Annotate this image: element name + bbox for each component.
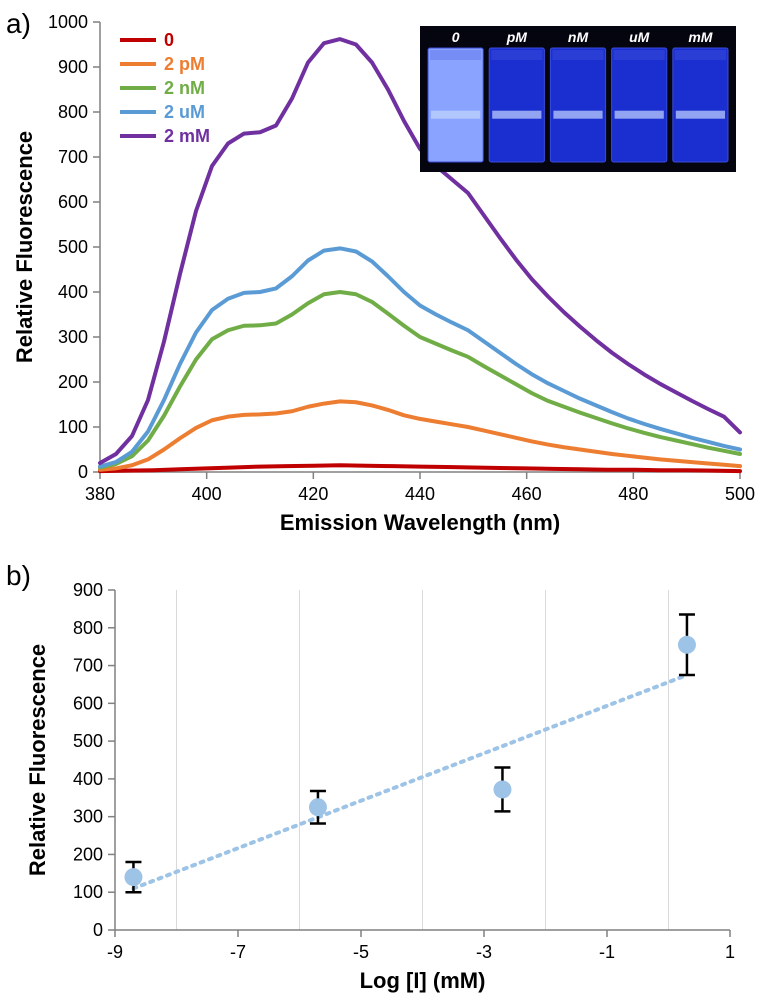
- cuvette-cap: [675, 50, 726, 60]
- svg-text:460: 460: [512, 484, 542, 504]
- cuvette-meniscus: [676, 111, 725, 119]
- svg-text:0: 0: [93, 920, 103, 940]
- cuvette-meniscus: [492, 111, 541, 119]
- legend-label: 2 mM: [164, 126, 210, 146]
- panel-a-chart: 380 400 420 440 460 480 500 0 100 200 300 400 500 600…: [0, 0, 774, 560]
- svg-text:1000: 1000: [48, 12, 88, 32]
- svg-text:100: 100: [73, 882, 103, 902]
- svg-text:400: 400: [58, 282, 88, 302]
- cuvette-meniscus: [615, 111, 664, 119]
- svg-text:500: 500: [58, 237, 88, 257]
- data-marker: [124, 868, 142, 886]
- svg-text:-1: -1: [599, 942, 615, 962]
- cuvette-cap: [430, 50, 481, 60]
- spectral-series: [100, 292, 740, 468]
- svg-text:420: 420: [298, 484, 328, 504]
- svg-text:300: 300: [73, 807, 103, 827]
- legend-label: 2 uM: [164, 102, 205, 122]
- legend-label: 2 nM: [164, 78, 205, 98]
- inset-label: 0: [452, 29, 460, 45]
- spectral-series: [100, 401, 740, 469]
- svg-text:440: 440: [405, 484, 435, 504]
- svg-text:1: 1: [725, 942, 735, 962]
- svg-text:300: 300: [58, 327, 88, 347]
- cuvette: [612, 48, 667, 162]
- cuvette-meniscus: [431, 111, 480, 119]
- legend-label: 2 pM: [164, 54, 205, 74]
- svg-text:200: 200: [58, 372, 88, 392]
- inset-label: nM: [568, 29, 589, 45]
- svg-text:100: 100: [58, 417, 88, 437]
- svg-text:380: 380: [85, 484, 115, 504]
- data-marker: [493, 780, 511, 798]
- svg-text:Log [I] (mM): Log [I] (mM): [360, 968, 486, 993]
- svg-text:600: 600: [58, 192, 88, 212]
- svg-text:480: 480: [618, 484, 648, 504]
- panel-b-chart: -9-7-5-3-110100200300400500600700800900 …: [0, 560, 774, 1000]
- svg-text:-3: -3: [476, 942, 492, 962]
- cuvette: [489, 48, 544, 162]
- svg-text:-7: -7: [230, 942, 246, 962]
- cuvette: [550, 48, 605, 162]
- legend-label: 0: [164, 30, 174, 50]
- svg-text:900: 900: [58, 57, 88, 77]
- svg-text:700: 700: [58, 147, 88, 167]
- svg-text:-5: -5: [353, 942, 369, 962]
- figure-root: a) b) 3804004204404604805000100200300400…: [0, 0, 774, 1001]
- svg-text:Relative Fluorescence: Relative Fluorescence: [12, 131, 37, 363]
- svg-text:-9: -9: [107, 942, 123, 962]
- svg-text:500: 500: [725, 484, 755, 504]
- svg-text:0: 0: [78, 462, 88, 482]
- svg-text:Emission Wavelength (nm): Emission Wavelength (nm): [280, 510, 560, 535]
- spectral-series: [100, 465, 740, 471]
- svg-text:400: 400: [192, 484, 222, 504]
- inset-label: uM: [629, 29, 650, 45]
- cuvette-cap: [491, 50, 542, 60]
- cuvette: [428, 48, 483, 162]
- svg-text:500: 500: [73, 731, 103, 751]
- svg-text:400: 400: [73, 769, 103, 789]
- svg-text:900: 900: [73, 580, 103, 600]
- data-marker: [309, 798, 327, 816]
- svg-text:700: 700: [73, 656, 103, 676]
- trend-line: [133, 675, 687, 888]
- cuvette-cap: [552, 50, 603, 60]
- svg-text:200: 200: [73, 844, 103, 864]
- svg-text:600: 600: [73, 693, 103, 713]
- data-marker: [678, 636, 696, 654]
- cuvette-meniscus: [553, 111, 602, 119]
- cuvette-cap: [614, 50, 665, 60]
- svg-text:800: 800: [58, 102, 88, 122]
- svg-text:Relative Fluorescence: Relative Fluorescence: [25, 644, 50, 876]
- inset-label: pM: [506, 29, 528, 45]
- cuvette: [673, 48, 728, 162]
- svg-text:800: 800: [73, 618, 103, 638]
- inset-label: mM: [688, 29, 712, 45]
